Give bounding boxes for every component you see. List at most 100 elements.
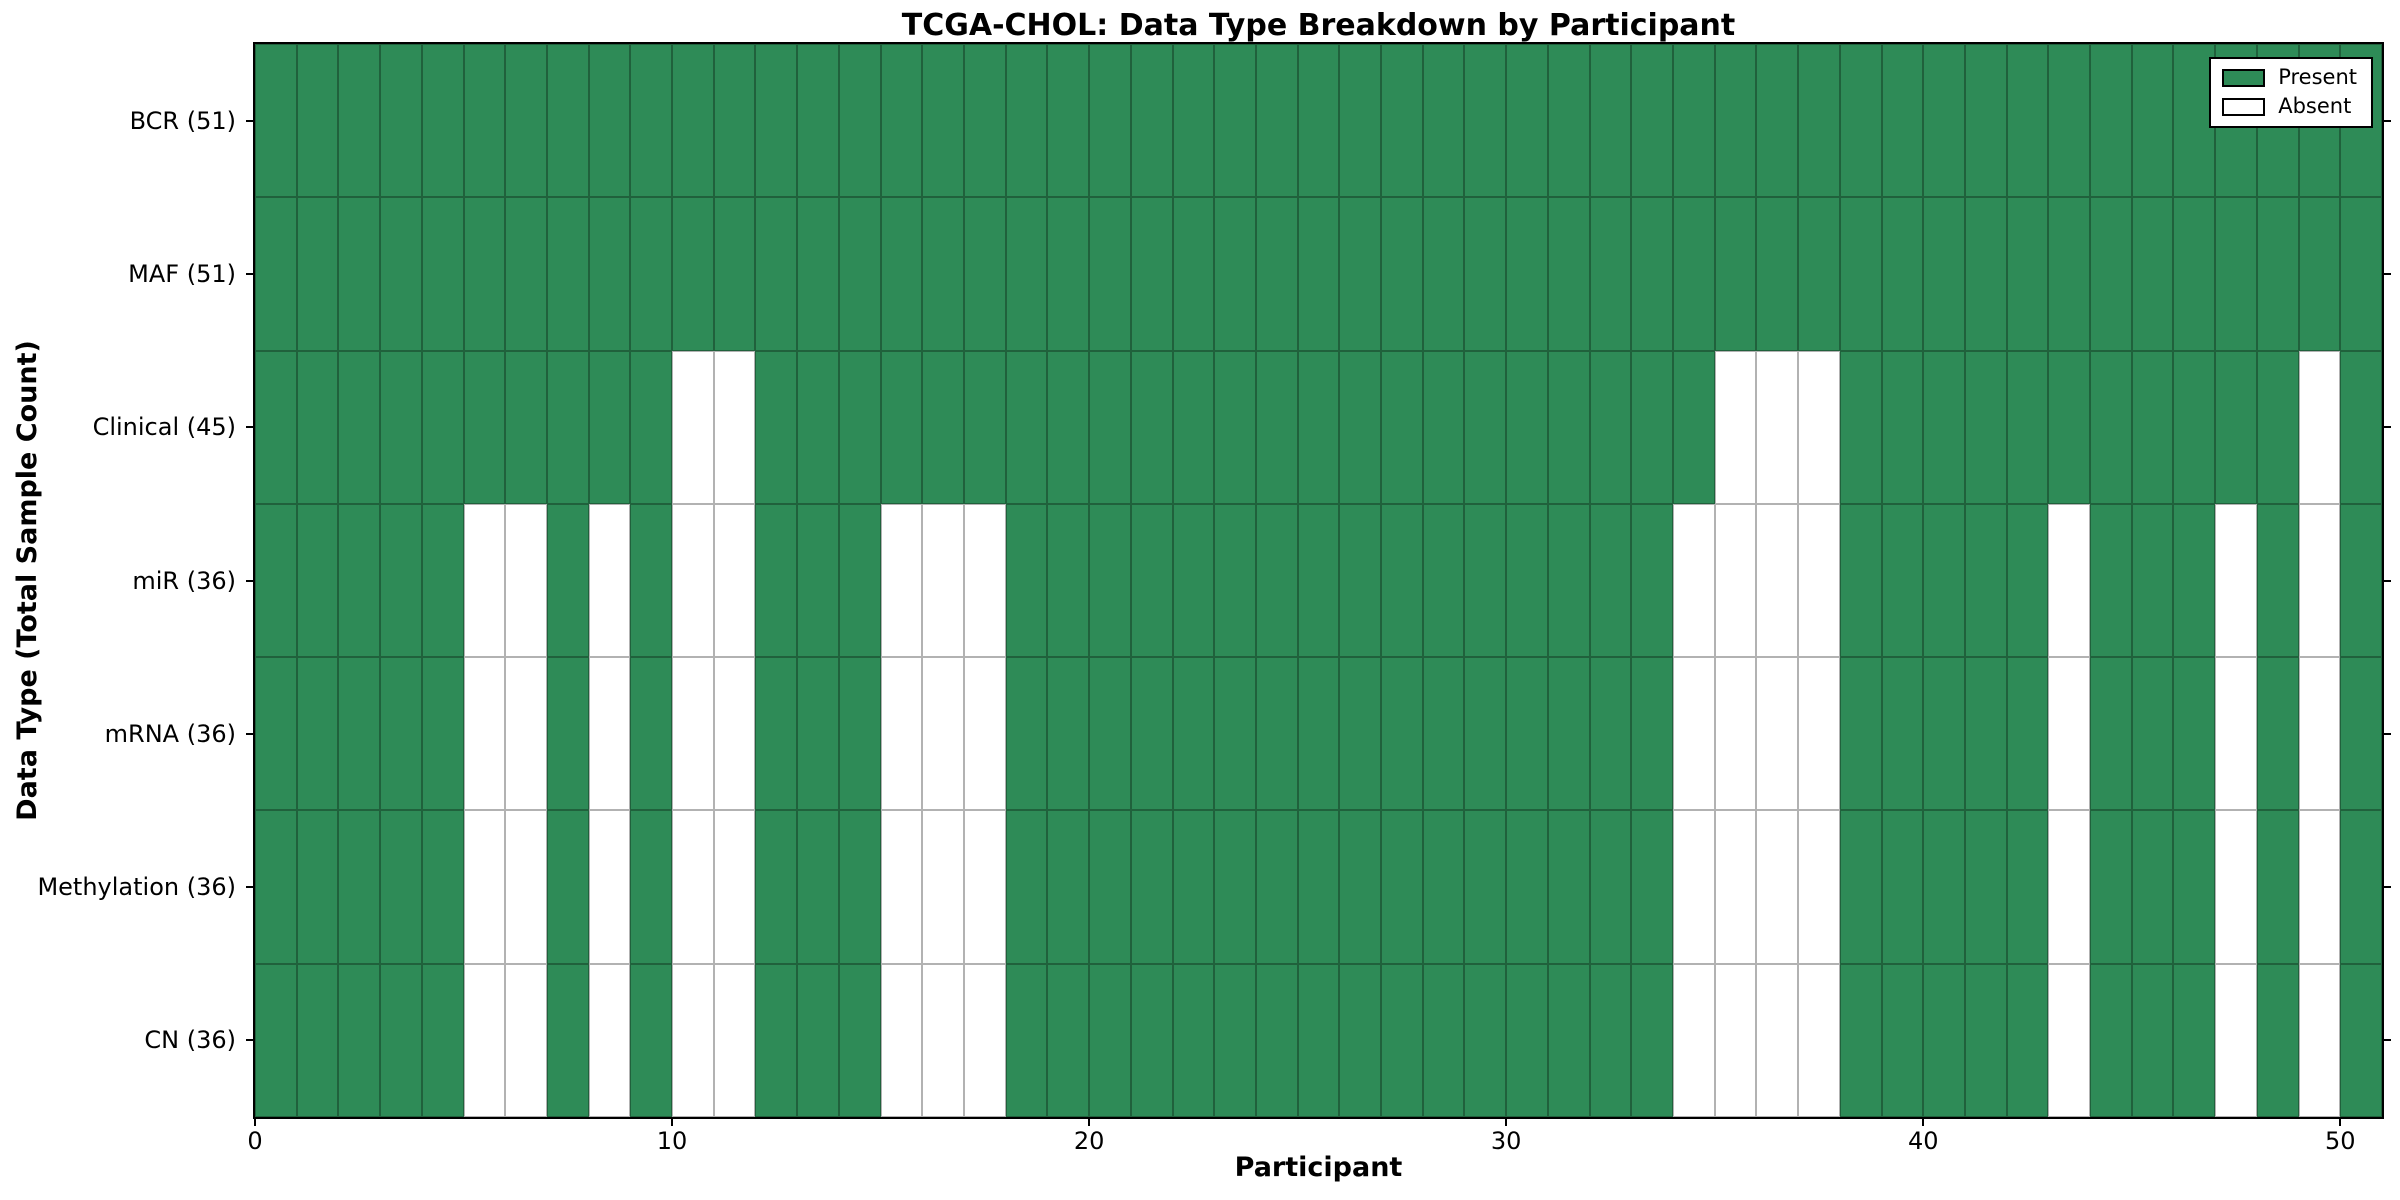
cell-Methylation-participant-2-present xyxy=(338,810,381,964)
cell-miR-participant-10-absent xyxy=(672,503,714,658)
cell-mRNA-participant-15-absent xyxy=(880,657,923,811)
cell-Methylation-participant-24-present xyxy=(1255,810,1298,964)
cell-CN-participant-24-present xyxy=(1255,963,1298,1117)
cell-mRNA-participant-4-present xyxy=(421,657,464,811)
heatmap-matrix xyxy=(255,44,2382,1117)
legend-label-present: Present xyxy=(2278,65,2357,89)
cell-Clinical-participant-47-present xyxy=(2215,350,2257,504)
cell-mRNA-participant-45-present xyxy=(2131,657,2174,811)
plot-area: Present Absent xyxy=(255,44,2382,1117)
cell-Methylation-participant-50-present xyxy=(2340,810,2382,964)
cell-MAF-participant-35-present xyxy=(1714,197,1757,351)
x-tick-mark-40 xyxy=(1922,1119,1925,1126)
cell-Methylation-participant-48-present xyxy=(2256,810,2299,964)
cell-BCR-participant-39-present xyxy=(1881,44,1924,198)
cell-Clinical-participant-6-present xyxy=(505,350,547,504)
cell-miR-participant-5-absent xyxy=(463,503,506,658)
cell-Methylation-participant-10-absent xyxy=(672,810,714,964)
cell-CN-participant-44-present xyxy=(2090,963,2132,1117)
cell-Clinical-participant-36-absent xyxy=(1756,350,1799,504)
x-tick-label-20: 20 xyxy=(1073,1127,1105,1155)
cell-MAF-participant-41-present xyxy=(1964,197,2007,351)
cell-mRNA-participant-8-absent xyxy=(588,657,631,811)
cell-mRNA-participant-33-present xyxy=(1631,657,1673,811)
cell-miR-participant-19-present xyxy=(1047,503,1090,658)
cell-Methylation-participant-19-present xyxy=(1047,810,1090,964)
right-tick-mark xyxy=(2384,272,2391,275)
cell-miR-participant-18-present xyxy=(1005,503,1048,658)
cell-mRNA-participant-23-present xyxy=(1214,657,1256,811)
cell-mRNA-participant-41-present xyxy=(1964,657,2007,811)
cell-MAF-participant-33-present xyxy=(1631,197,1673,351)
left-tick-mark xyxy=(246,272,253,275)
cell-BCR-participant-35-present xyxy=(1714,44,1757,198)
cell-Clinical-participant-33-present xyxy=(1631,350,1673,504)
cell-miR-participant-24-present xyxy=(1255,503,1298,658)
cell-MAF-participant-4-present xyxy=(421,197,464,351)
cell-Clinical-participant-41-present xyxy=(1964,350,2007,504)
cell-MAF-participant-8-present xyxy=(588,197,631,351)
cell-Clinical-participant-24-present xyxy=(1255,350,1298,504)
cell-mRNA-participant-49-absent xyxy=(2298,657,2341,811)
cell-Methylation-participant-40-present xyxy=(1923,810,1965,964)
cell-mRNA-participant-3-present xyxy=(380,657,422,811)
cell-BCR-participant-41-present xyxy=(1964,44,2007,198)
cell-Methylation-participant-5-absent xyxy=(463,810,506,964)
cell-CN-participant-0-present xyxy=(255,963,297,1117)
cell-CN-participant-10-absent xyxy=(672,963,714,1117)
cell-MAF-participant-50-present xyxy=(2340,197,2382,351)
x-tick-mark-50 xyxy=(2339,1119,2342,1126)
cell-miR-participant-44-present xyxy=(2090,503,2132,658)
cell-BCR-participant-36-present xyxy=(1756,44,1799,198)
cell-MAF-participant-22-present xyxy=(1172,197,1215,351)
cell-MAF-participant-19-present xyxy=(1047,197,1090,351)
cell-mRNA-participant-46-present xyxy=(2173,657,2216,811)
cell-mRNA-participant-34-absent xyxy=(1673,657,1715,811)
cell-mRNA-participant-17-absent xyxy=(964,657,1006,811)
cell-miR-participant-43-absent xyxy=(2048,503,2091,658)
cell-MAF-participant-21-present xyxy=(1130,197,1173,351)
legend-item-present: Present xyxy=(2222,67,2357,88)
y-tick-label-Clinical: Clinical (45) xyxy=(92,413,236,442)
cell-BCR-participant-8-present xyxy=(588,44,631,198)
cell-BCR-participant-31-present xyxy=(1547,44,1590,198)
cell-mRNA-participant-50-present xyxy=(2340,657,2382,811)
cell-mRNA-participant-16-absent xyxy=(922,657,964,811)
cell-CN-participant-5-absent xyxy=(463,963,506,1117)
cell-CN-participant-1-present xyxy=(296,963,339,1117)
cell-BCR-participant-34-present xyxy=(1673,44,1715,198)
cell-Methylation-participant-45-present xyxy=(2131,810,2174,964)
cell-mRNA-participant-1-present xyxy=(296,657,339,811)
cell-Methylation-participant-14-present xyxy=(838,810,881,964)
cell-MAF-participant-28-present xyxy=(1422,197,1465,351)
cell-BCR-participant-3-present xyxy=(380,44,422,198)
cell-Methylation-participant-38-present xyxy=(1839,810,1882,964)
cell-Clinical-participant-50-present xyxy=(2340,350,2382,504)
cell-CN-participant-32-present xyxy=(1589,963,1632,1117)
cell-MAF-participant-17-present xyxy=(964,197,1006,351)
cell-miR-participant-14-present xyxy=(838,503,881,658)
cell-mRNA-participant-32-present xyxy=(1589,657,1632,811)
cell-mRNA-participant-11-absent xyxy=(713,657,756,811)
cell-BCR-participant-40-present xyxy=(1923,44,1965,198)
cell-CN-participant-42-present xyxy=(2006,963,2049,1117)
legend-item-absent: Absent xyxy=(2222,96,2357,117)
cell-CN-participant-26-present xyxy=(1339,963,1382,1117)
cell-BCR-participant-27-present xyxy=(1381,44,1423,198)
cell-miR-participant-46-present xyxy=(2173,503,2216,658)
cell-mRNA-participant-48-present xyxy=(2256,657,2299,811)
cell-BCR-participant-29-present xyxy=(1464,44,1507,198)
cell-miR-participant-45-present xyxy=(2131,503,2174,658)
cell-miR-participant-11-absent xyxy=(713,503,756,658)
cell-Methylation-participant-47-absent xyxy=(2215,810,2257,964)
cell-Clinical-participant-48-present xyxy=(2256,350,2299,504)
cell-miR-participant-39-present xyxy=(1881,503,1924,658)
cell-MAF-participant-16-present xyxy=(922,197,964,351)
cell-Clinical-participant-39-present xyxy=(1881,350,1924,504)
cell-CN-participant-13-present xyxy=(797,963,839,1117)
cell-Methylation-participant-33-present xyxy=(1631,810,1673,964)
cell-Clinical-participant-43-present xyxy=(2048,350,2091,504)
y-tick-label-CN: CN (36) xyxy=(144,1026,236,1055)
cell-mRNA-participant-12-present xyxy=(755,657,798,811)
